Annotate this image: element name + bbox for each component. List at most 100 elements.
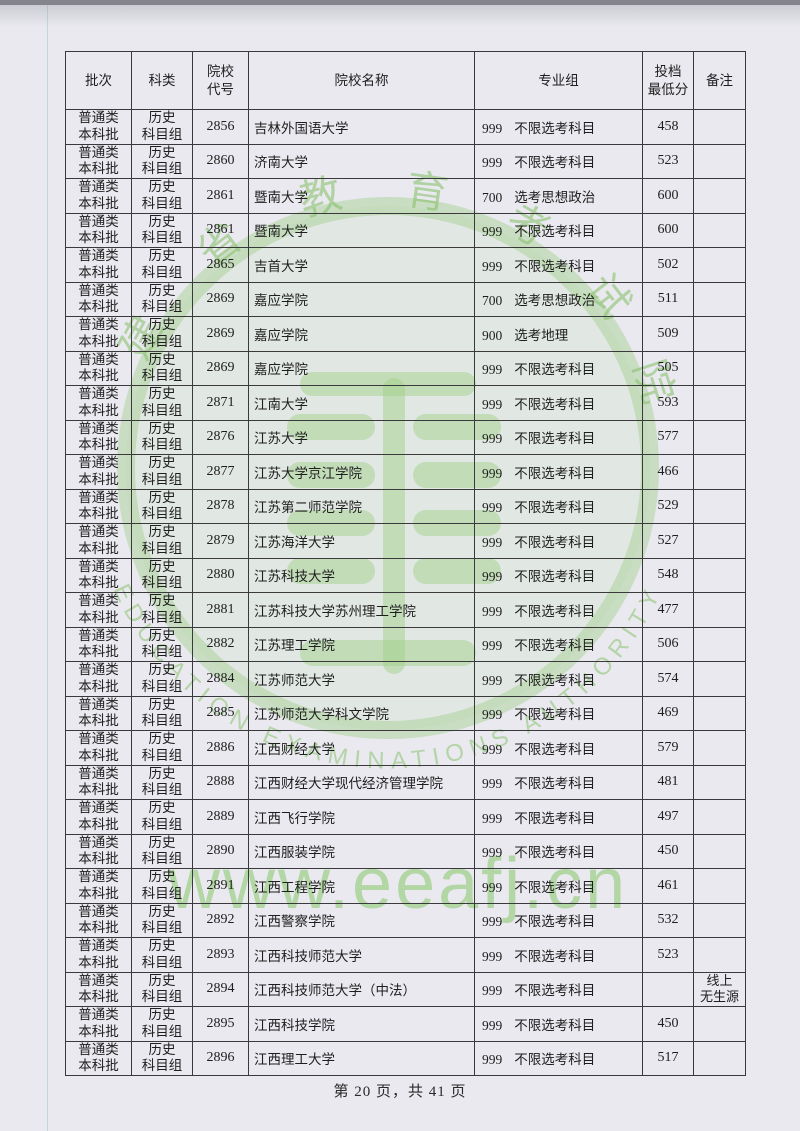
remark-cell	[693, 488, 746, 524]
score-cell: 477	[642, 592, 694, 628]
score-cell: 509	[642, 316, 694, 352]
batch-cell: 普通类 本科批	[65, 592, 132, 628]
batch-cell: 普通类 本科批	[65, 1006, 132, 1042]
remark-cell	[693, 454, 746, 490]
page-footer: 第 20 页，共 41 页	[333, 1084, 467, 1100]
group-name: 不限选考科目	[514, 1052, 596, 1068]
table-row: 普通类 本科批 历史 科目组 2860 济南大学 999 不限选考科目 523	[65, 143, 746, 179]
category-cell: 历史 科目组	[131, 316, 193, 352]
remark-cell	[693, 937, 746, 973]
group-code: 999	[482, 914, 503, 930]
name-cell: 江西财经大学	[248, 730, 475, 766]
table-row: 普通类 本科批 历史 科目组 2895 江西科技学院 999 不限选考科目 450	[65, 1006, 746, 1042]
table-header-row: 批次 科类 院校 代号 院校名称 专业组 投档 最低分 备注	[65, 51, 746, 110]
table-row: 普通类 本科批 历史 科目组 2896 江西理工大学 999 不限选考科目 517	[65, 1040, 746, 1076]
batch-cell: 普通类 本科批	[65, 730, 132, 766]
table-row: 普通类 本科批 历史 科目组 2889 江西飞行学院 999 不限选考科目 497	[65, 799, 746, 835]
group-name: 不限选考科目	[514, 810, 596, 826]
batch-cell: 普通类 本科批	[65, 1040, 132, 1076]
code-cell: 2861	[192, 178, 249, 214]
group-cell: 999 不限选考科目	[474, 626, 643, 662]
category-cell: 历史 科目组	[131, 626, 193, 662]
name-cell: 江南大学	[248, 385, 475, 421]
name-cell: 暨南大学	[248, 178, 475, 214]
remark-cell	[693, 281, 746, 317]
code-cell: 2893	[192, 937, 249, 973]
group-name: 不限选考科目	[514, 569, 596, 585]
category-cell: 历史 科目组	[131, 592, 193, 628]
code-cell: 2876	[192, 419, 249, 455]
code-cell: 2895	[192, 1006, 249, 1042]
score-cell: 505	[642, 350, 694, 386]
group-cell: 900 选考地理	[474, 316, 643, 352]
group-cell: 999 不限选考科目	[474, 661, 643, 697]
table-row: 普通类 本科批 历史 科目组 2894 江西科技师范大学（中法） 999 不限选考…	[65, 971, 746, 1007]
group-cell: 999 不限选考科目	[474, 902, 643, 938]
category-cell: 历史 科目组	[131, 695, 193, 731]
batch-cell: 普通类 本科批	[65, 799, 132, 835]
batch-cell: 普通类 本科批	[65, 454, 132, 490]
group-cell: 700 选考思想政治	[474, 281, 643, 317]
score-cell: 529	[642, 488, 694, 524]
score-cell: 466	[642, 454, 694, 490]
code-cell: 2885	[192, 695, 249, 731]
code-cell: 2878	[192, 488, 249, 524]
score-cell	[642, 971, 694, 1007]
group-cell: 999 不限选考科目	[474, 212, 643, 248]
group-cell: 999 不限选考科目	[474, 592, 643, 628]
group-cell: 999 不限选考科目	[474, 937, 643, 973]
group-cell: 999 不限选考科目	[474, 868, 643, 904]
score-cell: 574	[642, 661, 694, 697]
group-name: 不限选考科目	[514, 120, 596, 136]
group-cell: 999 不限选考科目	[474, 833, 643, 869]
group-name: 不限选考科目	[514, 1017, 596, 1033]
scan-edge-fade	[0, 5, 800, 27]
group-name: 不限选考科目	[514, 534, 596, 550]
group-name: 选考思想政治	[514, 293, 596, 309]
table-row: 普通类 本科批 历史 科目组 2876 江苏大学 999 不限选考科目 577	[65, 419, 746, 455]
score-cell: 481	[642, 764, 694, 800]
remark-cell	[693, 1040, 746, 1076]
score-cell: 502	[642, 247, 694, 283]
name-cell: 江西财经大学现代经济管理学院	[248, 764, 475, 800]
batch-cell: 普通类 本科批	[65, 971, 132, 1007]
batch-cell: 普通类 本科批	[65, 764, 132, 800]
remark-cell	[693, 385, 746, 421]
scan-artifact-line	[47, 5, 48, 1131]
group-cell: 999 不限选考科目	[474, 764, 643, 800]
score-cell: 577	[642, 419, 694, 455]
group-code: 999	[482, 983, 503, 999]
score-cell: 517	[642, 1040, 694, 1076]
group-code: 999	[482, 569, 503, 585]
batch-cell: 普通类 本科批	[65, 695, 132, 731]
remark-cell	[693, 764, 746, 800]
name-cell: 吉首大学	[248, 247, 475, 283]
group-name: 不限选考科目	[514, 707, 596, 723]
admission-score-table: 批次 科类 院校 代号 院校名称 专业组 投档 最低分 备注 普通类 本科批 历史 科目组 …	[65, 51, 746, 1076]
group-code: 700	[482, 189, 503, 205]
group-cell: 999 不限选考科目	[474, 523, 643, 559]
code-cell: 2869	[192, 316, 249, 352]
code-cell: 2889	[192, 799, 249, 835]
remark-cell	[693, 868, 746, 904]
code-cell: 2881	[192, 592, 249, 628]
scan-edge-strip	[0, 0, 800, 5]
category-cell: 历史 科目组	[131, 799, 193, 835]
code-cell: 2890	[192, 833, 249, 869]
group-name: 不限选考科目	[514, 155, 596, 171]
group-name: 不限选考科目	[514, 431, 596, 447]
header-cell-code: 院校 代号	[192, 51, 249, 110]
remark-cell	[693, 109, 746, 145]
group-name: 不限选考科目	[514, 638, 596, 654]
group-name: 不限选考科目	[514, 983, 596, 999]
group-cell: 999 不限选考科目	[474, 385, 643, 421]
name-cell: 江苏理工学院	[248, 626, 475, 662]
batch-cell: 普通类 本科批	[65, 868, 132, 904]
name-cell: 江西科技学院	[248, 1006, 475, 1042]
score-cell: 469	[642, 695, 694, 731]
category-cell: 历史 科目组	[131, 178, 193, 214]
category-cell: 历史 科目组	[131, 488, 193, 524]
group-cell: 999 不限选考科目	[474, 1006, 643, 1042]
group-name: 不限选考科目	[514, 948, 596, 964]
